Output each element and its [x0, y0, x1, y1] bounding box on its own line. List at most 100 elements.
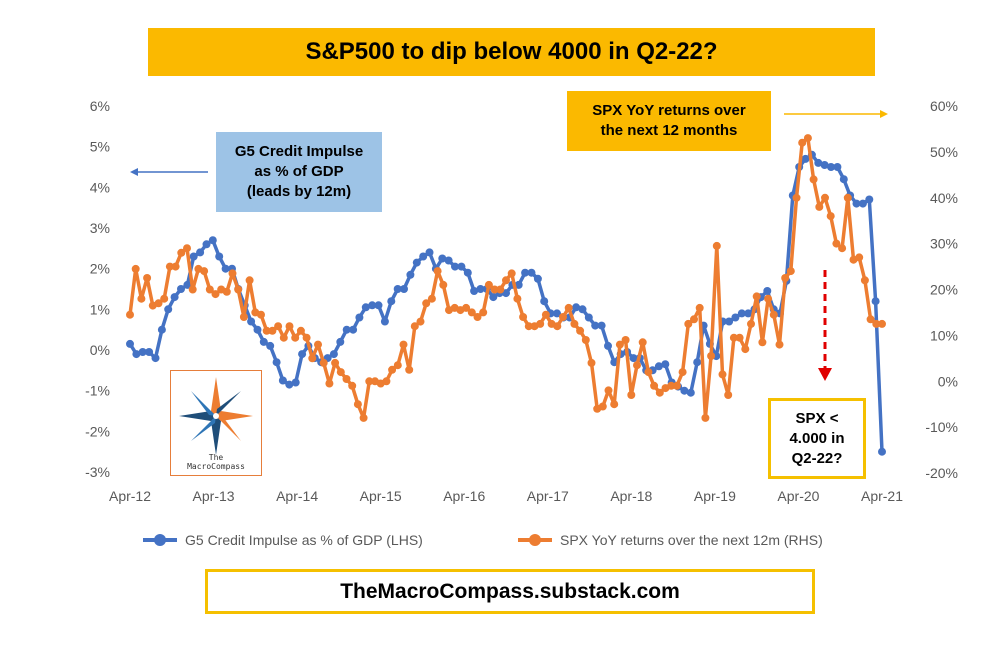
- spx-returns-point: [353, 400, 362, 409]
- spx-returns-point: [319, 358, 328, 367]
- credit-impulse-point: [865, 195, 874, 204]
- credit-impulse-point: [298, 350, 307, 359]
- spx-returns-point: [410, 322, 419, 331]
- credit-impulse-point: [680, 386, 689, 395]
- spx-returns-point: [598, 402, 607, 411]
- spx-returns-point: [712, 241, 721, 250]
- spx-returns-point: [405, 365, 414, 374]
- spx-returns-point: [843, 193, 852, 202]
- spx-returns-point: [638, 338, 647, 347]
- spx-returns-point: [388, 365, 397, 374]
- spx-returns-point: [860, 276, 869, 285]
- spx-returns-point: [792, 193, 801, 202]
- credit-impulse-point: [820, 161, 829, 169]
- credit-impulse-point: [247, 317, 256, 326]
- spx-returns-point: [684, 319, 693, 328]
- credit-impulse-point: [425, 248, 434, 257]
- credit-impulse-point: [514, 280, 523, 289]
- spx-returns-point: [296, 326, 305, 335]
- spx-returns-point: [262, 326, 271, 335]
- left-axis-arrow-head: [130, 168, 138, 176]
- logo-text-the: The: [208, 453, 224, 462]
- spx-returns-point: [576, 326, 585, 335]
- spx-returns-point: [211, 290, 220, 299]
- credit-impulse-point: [151, 354, 160, 363]
- y-left-tick-label: 5%: [90, 139, 110, 155]
- credit-impulse-point: [285, 380, 294, 389]
- credit-impulse-point: [272, 358, 281, 367]
- spx-returns-point: [467, 308, 476, 317]
- spx-returns-point: [285, 322, 294, 331]
- credit-impulse-point: [533, 274, 542, 283]
- y-right-tick-label: 50%: [930, 144, 958, 160]
- legend-item-credit: G5 Credit Impulse as % of GDP (LHS): [143, 532, 423, 548]
- spx-returns-point: [809, 175, 818, 184]
- x-tick-label: Apr-13: [193, 488, 235, 504]
- spx-returns-point: [519, 313, 528, 321]
- credit-impulse-point: [253, 325, 262, 334]
- spx-returns-point: [559, 313, 567, 321]
- credit-impulse-point: [157, 325, 166, 334]
- spx-returns-point: [165, 262, 174, 271]
- x-tick-label: Apr-16: [443, 488, 485, 504]
- spx-returns-point: [621, 336, 630, 344]
- spx-returns-point: [672, 381, 681, 390]
- spx-returns-point: [729, 333, 738, 342]
- spx-returns-point: [650, 381, 659, 390]
- credit-impulse-point: [871, 297, 880, 306]
- spx-returns-point: [781, 274, 790, 282]
- spx-returns-point: [422, 299, 431, 308]
- legend-swatch-credit: [143, 534, 177, 546]
- credit-impulse-point: [737, 309, 746, 318]
- credit-impulse-point: [489, 293, 498, 302]
- credit-impulse-point: [591, 321, 600, 330]
- spx-returns-point: [171, 262, 180, 271]
- spx-returns-point: [490, 285, 499, 294]
- right-axis-arrow-head: [880, 110, 888, 118]
- spx-returns-point: [678, 368, 687, 377]
- spx-returns-point: [536, 319, 545, 328]
- credit-impulse-point: [183, 280, 192, 289]
- y-right-tick-label: 60%: [930, 98, 958, 114]
- credit-impulse-point: [629, 354, 638, 363]
- credit-impulse-point: [406, 270, 415, 279]
- spx-returns-point: [513, 294, 522, 303]
- credit-impulse-point: [597, 321, 606, 330]
- credit-impulse-point: [654, 362, 663, 371]
- spx-returns-point: [507, 269, 516, 278]
- spx-returns-point: [365, 377, 374, 386]
- credit-impulse-point: [368, 301, 377, 310]
- footer-url[interactable]: TheMacroCompass.substack.com: [205, 569, 815, 614]
- annotation-line: 4.000 in: [789, 429, 845, 447]
- credit-impulse-point: [725, 317, 734, 326]
- spx-returns-point: [222, 287, 231, 296]
- x-tick-label: Apr-19: [694, 488, 736, 504]
- spx-returns-point: [564, 303, 573, 312]
- macro-compass-logo: The MacroCompass: [170, 370, 262, 476]
- credit-impulse-point: [572, 303, 581, 312]
- credit-impulse-point: [731, 313, 740, 322]
- spx-returns-point: [188, 285, 197, 294]
- spx-returns-point: [416, 317, 425, 326]
- spx-returns-point: [553, 322, 562, 331]
- credit-impulse-point: [521, 268, 530, 277]
- y-right-tick-label: -20%: [925, 465, 958, 481]
- y-right-tick-label: 40%: [930, 190, 958, 206]
- x-tick-label: Apr-15: [360, 488, 402, 504]
- chart-title: S&P500 to dip below 4000 in Q2-22?: [148, 28, 875, 76]
- credit-impulse-point: [145, 348, 154, 356]
- credit-impulse-point: [400, 285, 408, 293]
- spx-returns-point: [473, 313, 482, 321]
- credit-impulse-point: [553, 309, 561, 318]
- spx-returns-point: [154, 299, 163, 308]
- annotation-line: Q2-22?: [791, 449, 843, 467]
- credit-impulse-point: [457, 262, 466, 271]
- spx-returns-point: [832, 239, 841, 248]
- spx-returns-point: [701, 413, 710, 422]
- spx-returns-point: [690, 315, 698, 324]
- credit-impulse-point: [215, 252, 224, 261]
- credit-impulse-point: [291, 378, 300, 387]
- spx-returns-point: [524, 322, 533, 331]
- y-left-tick-label: -2%: [85, 423, 110, 439]
